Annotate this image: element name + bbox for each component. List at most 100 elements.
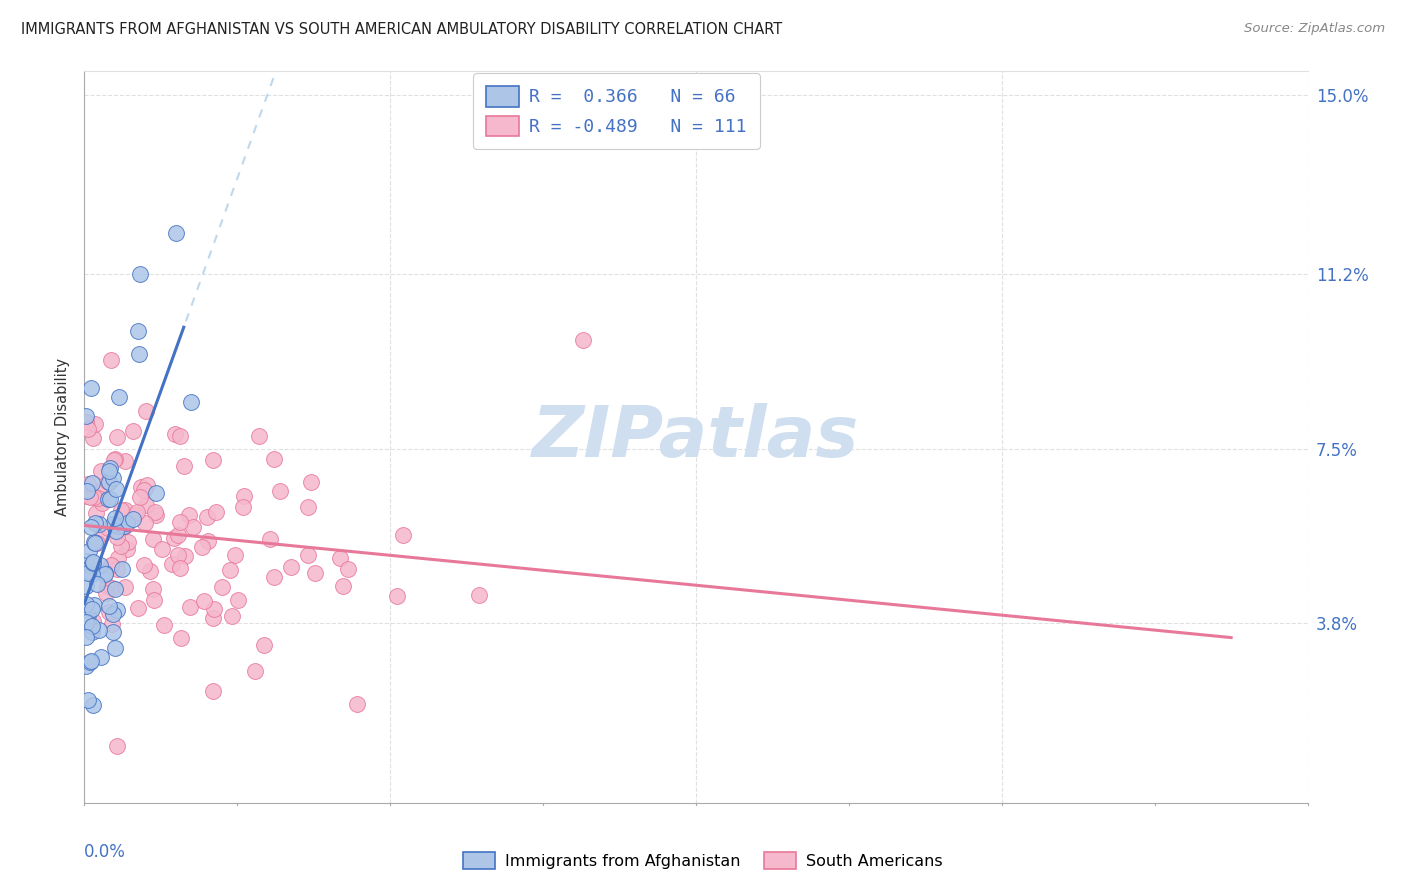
Point (90, 650, 112, 665)
Point (89, 558, 111, 572)
Point (128, 267, 150, 281)
Point (82, 601, 104, 615)
Point (100, 558, 122, 573)
Point (332, 579, 354, 593)
Point (280, 560, 302, 574)
Point (165, 226, 187, 240)
Point (195, 510, 218, 524)
Point (166, 528, 188, 542)
Point (136, 478, 159, 492)
Point (75, 597, 97, 611)
Point (114, 454, 136, 468)
Point (181, 519, 204, 533)
Point (75, 409, 97, 423)
Point (100, 558, 122, 572)
Point (173, 459, 195, 474)
Point (101, 471, 124, 485)
Point (259, 533, 281, 547)
Point (86, 536, 108, 550)
Point (82, 431, 104, 445)
Point (77, 608, 100, 623)
Point (98, 475, 121, 489)
Point (297, 548, 319, 562)
Point (163, 531, 186, 545)
Point (121, 425, 143, 439)
Point (142, 582, 165, 597)
Point (173, 549, 195, 564)
Point (117, 535, 139, 549)
Point (468, 588, 491, 602)
Point (101, 581, 124, 595)
Point (263, 452, 285, 467)
Point (101, 617, 124, 632)
Point (105, 524, 128, 538)
Point (114, 519, 136, 533)
Point (138, 564, 160, 578)
Point (82, 566, 104, 581)
Point (180, 395, 202, 409)
Point (96, 579, 118, 593)
Point (179, 600, 201, 615)
Point (75, 658, 97, 673)
Point (104, 640, 127, 655)
Point (115, 542, 138, 557)
Point (103, 511, 125, 525)
Point (111, 562, 134, 576)
Point (201, 611, 224, 625)
Point (145, 486, 167, 500)
Point (98, 464, 121, 478)
Point (336, 562, 359, 576)
Point (77, 615, 100, 629)
Point (105, 739, 128, 754)
Point (93, 566, 115, 581)
Point (202, 601, 225, 615)
Point (108, 391, 131, 405)
Point (97, 521, 120, 535)
Point (80, 380, 103, 394)
Text: Source: ZipAtlas.com: Source: ZipAtlas.com (1244, 22, 1385, 36)
Point (84, 535, 107, 549)
Point (96, 475, 118, 489)
Point (97, 491, 120, 506)
Point (104, 582, 127, 596)
Point (127, 324, 149, 338)
Point (128, 347, 150, 361)
Point (104, 452, 127, 467)
Point (80, 520, 103, 534)
Point (211, 580, 233, 594)
Point (179, 508, 201, 522)
Point (193, 594, 215, 608)
Point (76, 483, 98, 498)
Point (153, 617, 176, 632)
Point (83, 490, 105, 504)
Point (135, 498, 157, 512)
Point (89, 531, 111, 545)
Point (160, 557, 183, 571)
Point (115, 516, 138, 530)
Point (205, 505, 228, 519)
Point (134, 516, 156, 531)
Point (346, 697, 368, 711)
Point (110, 539, 132, 553)
Point (269, 484, 291, 499)
Point (197, 534, 219, 549)
Point (89, 517, 111, 532)
Point (83, 534, 105, 549)
Point (83, 516, 105, 530)
Point (107, 518, 129, 533)
Point (98, 491, 121, 506)
Point (100, 353, 122, 368)
Point (226, 593, 249, 607)
Point (79, 543, 101, 558)
Point (84, 417, 107, 431)
Point (105, 562, 128, 576)
Point (75, 579, 97, 593)
Point (98, 605, 121, 619)
Point (101, 517, 124, 532)
Point (104, 482, 127, 496)
Point (80, 654, 103, 668)
Point (135, 404, 157, 418)
Point (169, 561, 191, 575)
Point (169, 632, 191, 646)
Point (304, 566, 326, 581)
